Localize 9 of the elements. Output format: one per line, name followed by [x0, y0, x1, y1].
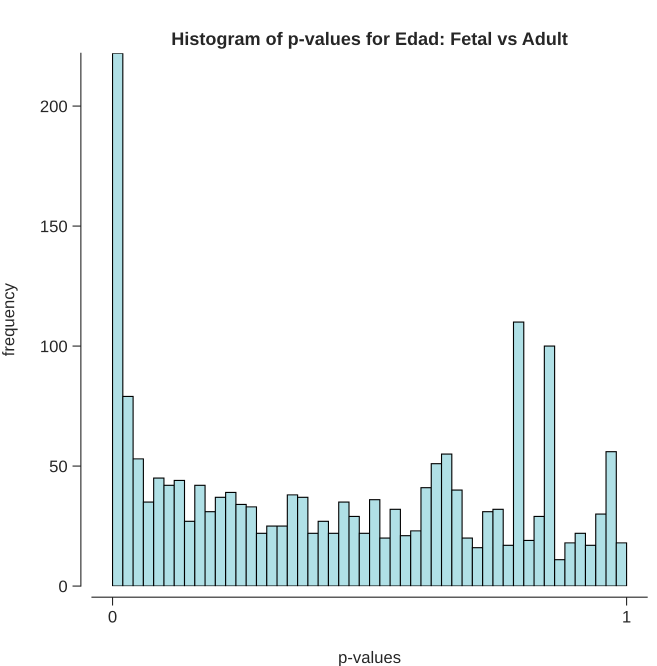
chart-title: Histogram of p-values for Edad: Fetal vs Adult — [172, 32, 568, 49]
y-tick-label: 200 — [40, 100, 68, 112]
x-axis-title: p-values — [339, 650, 400, 666]
x-tick-label: 1 — [623, 611, 630, 622]
y-tick-label: 150 — [41, 220, 68, 232]
y-tick-label: 0 — [59, 580, 68, 592]
y-tick-label: 50 — [50, 460, 68, 472]
y-tick-label: 100 — [41, 340, 68, 352]
y-axis-title: frequency — [2, 283, 18, 356]
